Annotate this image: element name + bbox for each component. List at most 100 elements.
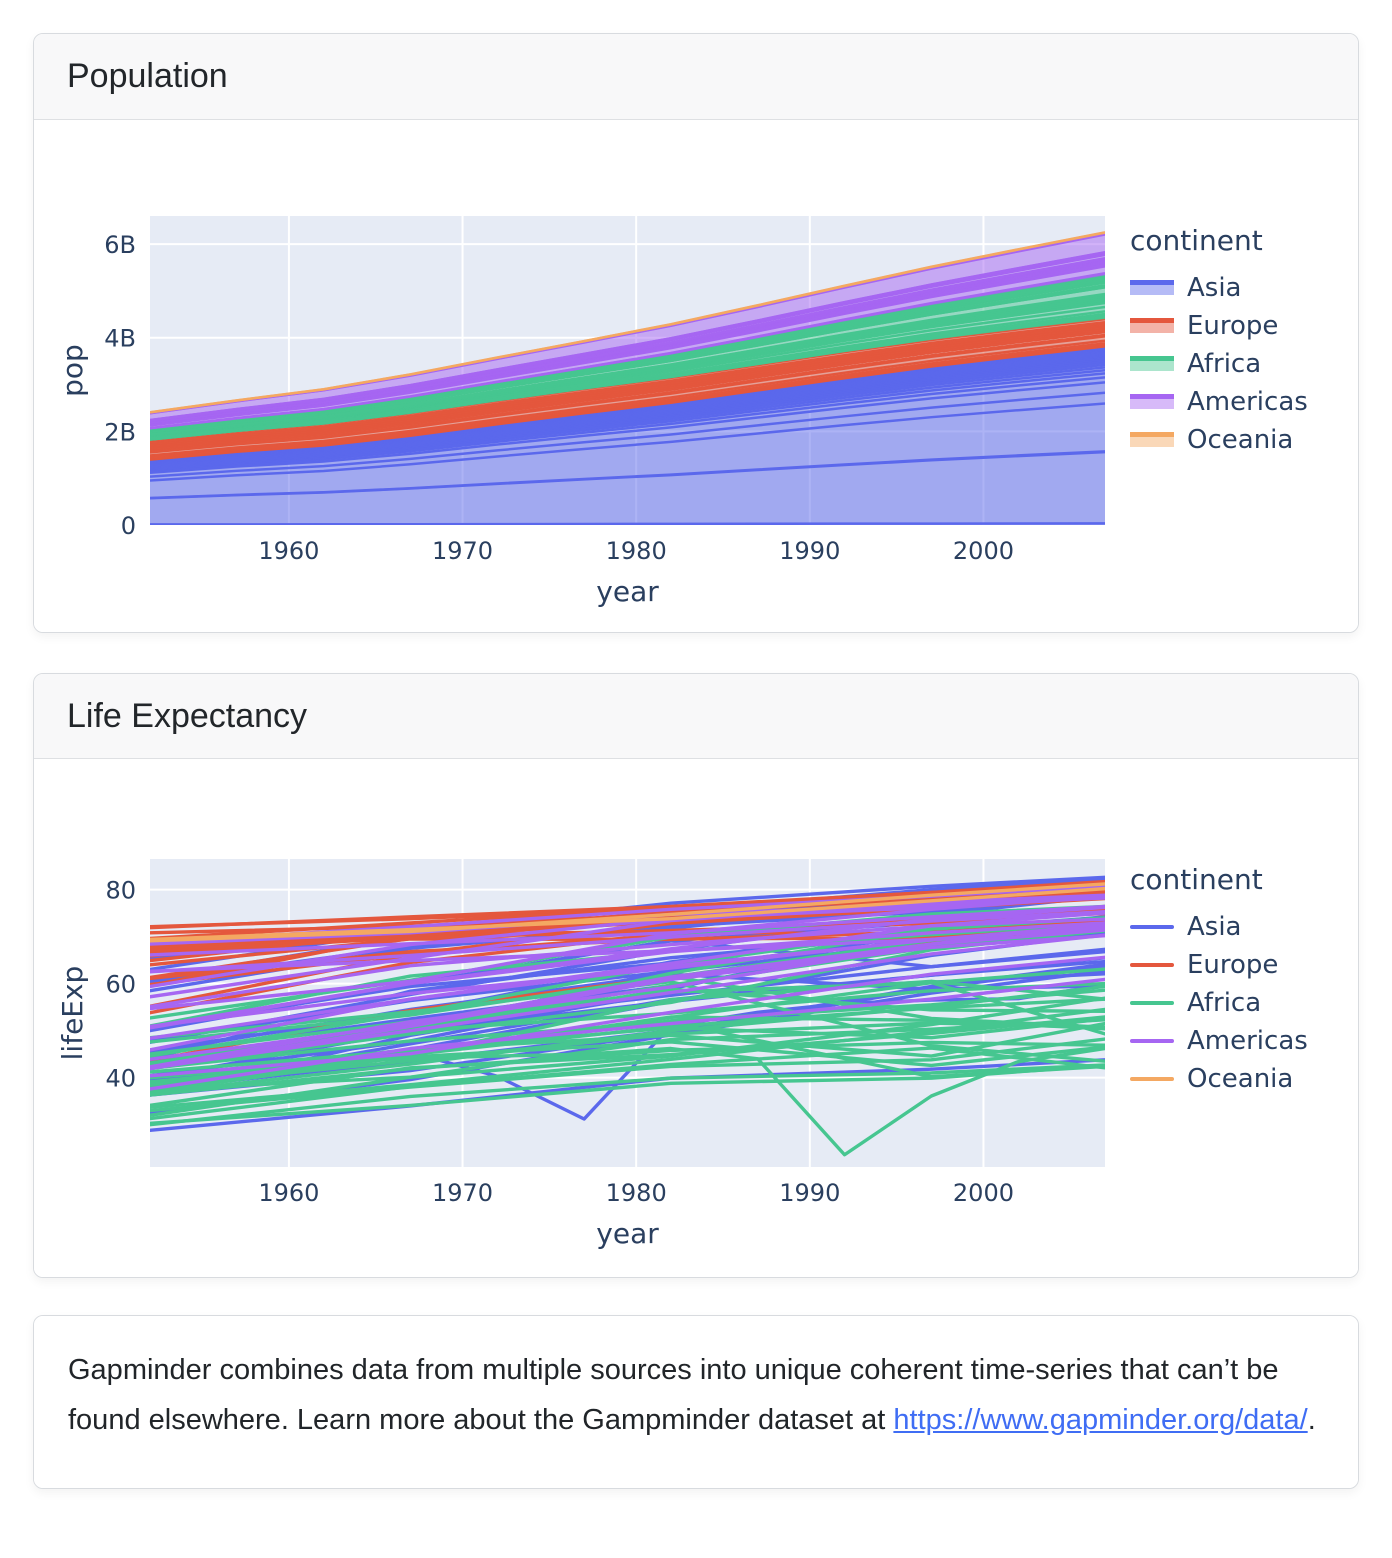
legend-label-europe: Europe: [1187, 950, 1279, 980]
country-line-americas[interactable]: [150, 917, 1105, 1009]
country-line-americas[interactable]: [150, 909, 1105, 974]
area-band-line-asia: [150, 368, 1105, 470]
country-line-oceania[interactable]: [150, 886, 1105, 942]
y-axis-title: pop: [56, 344, 89, 397]
legend-swatch-europe: [1130, 318, 1174, 333]
y-tick-label: 0: [121, 512, 136, 540]
legend-item-europe[interactable]: Europe: [1130, 307, 1308, 345]
life-expectancy-card-body: 1960 1970 1980 1990 2000 40 60 80 year lifeExp con…: [34, 759, 1358, 1277]
country-line-americas[interactable]: [150, 933, 1105, 1071]
population-card-body: 1960 1970 1980 1990 2000 0 2B 4B 6B year pop contin…: [34, 119, 1358, 632]
x-tick-label: 1970: [432, 1179, 493, 1207]
legend-item-africa[interactable]: Africa: [1130, 345, 1308, 383]
population-card: Population 1960 1970 1980 1990 2000 0 2B 4B 6B ye…: [33, 33, 1359, 633]
legend-label-oceania: Oceania: [1187, 1064, 1294, 1094]
y-tick-label: 60: [105, 971, 136, 999]
y-tick-label: 80: [105, 877, 136, 905]
country-line-africa[interactable]: [150, 1007, 1105, 1109]
plot-traces: [150, 230, 1105, 525]
x-tick-label: 2000: [953, 537, 1014, 565]
legend-swatch-asia: [1130, 280, 1174, 295]
x-axis-title: year: [596, 1217, 659, 1250]
legend-item-asia[interactable]: Asia: [1130, 269, 1308, 307]
country-line-americas[interactable]: [150, 911, 1105, 1040]
life_expectancy-plot[interactable]: 1960 1970 1980 1990 2000 40 60 80 year lifeExp: [34, 759, 1358, 1277]
y-axis-title: lifeExp: [56, 966, 89, 1061]
life-expectancy-chart[interactable]: 1960 1970 1980 1990 2000 40 60 80 year lifeExp con…: [34, 759, 1358, 1277]
legend-item-europe[interactable]: Europe: [1130, 946, 1308, 984]
country-line-americas[interactable]: [150, 926, 1105, 974]
x-tick-label: 1990: [779, 537, 840, 565]
legend-label-americas: Americas: [1187, 1026, 1308, 1056]
country-line-americas[interactable]: [150, 933, 1105, 1070]
legend-label-africa: Africa: [1187, 348, 1262, 379]
area-band-line-europe: [150, 341, 1105, 459]
x-tick-label: 2000: [953, 1179, 1014, 1207]
x-tick-label: 1990: [779, 1179, 840, 1207]
legend-item-africa[interactable]: Africa: [1130, 984, 1308, 1022]
about-text: Gapminder combines data from multiple so…: [68, 1346, 1324, 1446]
x-tick-label: 1960: [258, 537, 319, 565]
population-chart[interactable]: 1960 1970 1980 1990 2000 0 2B 4B 6B year pop contin…: [34, 120, 1358, 632]
legend-swatch-oceania: [1130, 432, 1174, 447]
legend-swatch-africa: [1130, 356, 1174, 371]
legend-swatch-americas: [1130, 394, 1174, 409]
country-line-americas[interactable]: [150, 928, 1105, 1062]
country-line-africa[interactable]: [150, 1040, 1105, 1097]
country-line-asia[interactable]: [150, 949, 1105, 1070]
y-tick-label: 2B: [104, 418, 136, 446]
plot-traces: [150, 875, 1105, 1157]
area-band-asia[interactable]: [150, 451, 1105, 524]
area-band-line-asia: [150, 375, 1105, 472]
area-band-line-oceania: [150, 230, 1105, 414]
country-line-africa[interactable]: [150, 1021, 1105, 1080]
legend-label-asia: Asia: [1187, 912, 1242, 942]
country-line-africa[interactable]: [150, 967, 1105, 1093]
page: Population 1960 1970 1980 1990 2000 0 2B 4B 6B ye…: [33, 33, 1359, 1489]
y-tick-label: 40: [105, 1065, 136, 1093]
y-tick-label: 6B: [104, 231, 136, 259]
area-band-line-asia: [150, 391, 1105, 478]
population-plot[interactable]: 1960 1970 1980 1990 2000 0 2B 4B 6B year pop: [34, 120, 1358, 632]
gapminder-data-link[interactable]: https://www.gapminder.org/data/: [893, 1403, 1308, 1436]
country-line-africa[interactable]: [150, 996, 1105, 1092]
life-expectancy-card-header: Life Expectancy: [34, 673, 1358, 759]
legend-swatch-asia: [1130, 925, 1174, 929]
country-line-americas[interactable]: [150, 893, 1105, 999]
life-expectancy-card: Life Expectancy 1960 1970 1980 1990 2000 40 60…: [33, 672, 1359, 1278]
legend-swatch-oceania: [1130, 1077, 1174, 1081]
country-line-africa[interactable]: [150, 1046, 1105, 1121]
country-line-americas[interactable]: [150, 904, 1105, 957]
country-line-oceania[interactable]: [150, 882, 1105, 943]
population-legend: continent Asia Europe Africa Americas Oceania: [1130, 224, 1308, 459]
legend-title: continent: [1130, 863, 1263, 896]
x-tick-label: 1980: [606, 537, 667, 565]
country-line-americas[interactable]: [150, 977, 1105, 1091]
country-line-africa[interactable]: [150, 1037, 1105, 1113]
legend-item-americas[interactable]: Americas: [1130, 1022, 1308, 1060]
legend-label-oceania: Oceania: [1187, 424, 1294, 455]
life-expectancy-card-title: Life Expectancy: [67, 696, 308, 735]
legend-label-europe: Europe: [1187, 310, 1279, 341]
legend-title: continent: [1130, 223, 1263, 257]
legend-item-oceania[interactable]: Oceania: [1130, 421, 1308, 459]
legend-swatch-americas: [1130, 1039, 1174, 1043]
about-card: Gapminder combines data from multiple so…: [33, 1315, 1359, 1489]
population-card-header: Population: [34, 34, 1358, 120]
legend-swatch-africa: [1130, 1001, 1174, 1005]
area-band-asia[interactable]: [150, 403, 1105, 498]
legend-item-americas[interactable]: Americas: [1130, 383, 1308, 421]
y-tick-label: 4B: [104, 324, 136, 352]
country-line-africa[interactable]: [150, 980, 1105, 1063]
country-line-africa[interactable]: [150, 1063, 1105, 1127]
country-line-americas[interactable]: [150, 905, 1105, 1029]
legend-label-africa: Africa: [1187, 988, 1262, 1018]
legend-item-asia[interactable]: Asia: [1130, 908, 1308, 946]
legend-item-oceania[interactable]: Oceania: [1130, 1060, 1308, 1098]
x-tick-label: 1980: [606, 1179, 667, 1207]
about-text-after-link: .: [1307, 1403, 1316, 1436]
about-text-before-link: Gapminder combines data from multiple so…: [68, 1354, 1279, 1436]
country-line-europe[interactable]: [150, 879, 1105, 941]
legend-swatch-europe: [1130, 963, 1174, 967]
legend-label-americas: Americas: [1187, 386, 1308, 417]
